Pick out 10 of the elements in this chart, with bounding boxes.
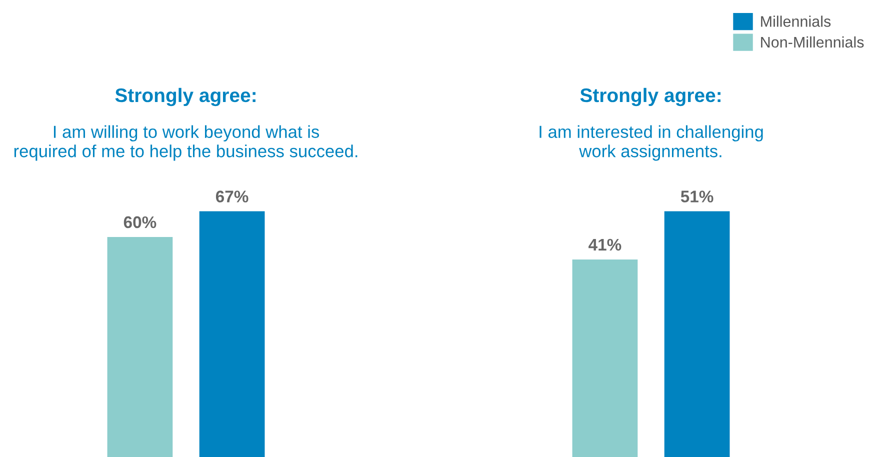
data-label: 51% bbox=[680, 190, 714, 202]
chart-subtitle: I am interested in challenging work assignments. bbox=[540, 125, 763, 161]
data-label: 67% bbox=[216, 190, 248, 202]
data-label: 60% bbox=[124, 216, 156, 228]
chart-subtitle: I am willing to work beyond what is required of me to help the business succeed. bbox=[14, 125, 358, 161]
legend-label: Non-Millennials bbox=[761, 36, 864, 48]
data-label: 41% bbox=[588, 238, 622, 251]
legend-label: Millennials bbox=[761, 16, 831, 27]
chart-title: Strongly agree: bbox=[115, 88, 256, 106]
chart-title: Strongly agree: bbox=[580, 88, 720, 106]
